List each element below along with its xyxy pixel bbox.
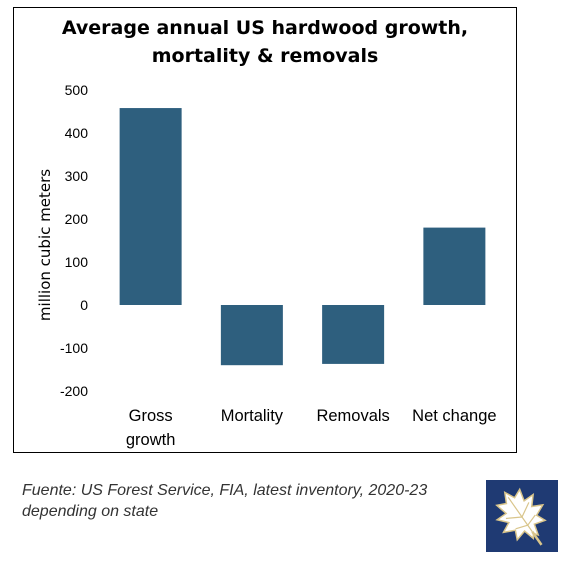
bars: [119, 108, 486, 366]
oak-leaf-icon: [486, 480, 558, 552]
y-tick-label: 0: [80, 297, 88, 313]
bar: [322, 305, 385, 364]
y-axis-ticks: 500 400 300 200 100 0 -100 -200: [60, 82, 88, 399]
y-tick-label: 100: [65, 254, 89, 270]
category-label: Removals: [316, 407, 389, 425]
category-label: Mortality: [221, 407, 284, 425]
y-tick-label: 200: [65, 211, 89, 227]
source-note-line-1: Fuente: US Forest Service, FIA, latest i…: [22, 482, 428, 499]
category-labels: Gross growth Mortality Removals Net change: [126, 407, 497, 449]
y-tick-label: 400: [65, 125, 89, 141]
category-label: Net change: [412, 407, 496, 425]
bar: [423, 227, 486, 305]
chart-title: Average annual US hardwood growth, morta…: [0, 14, 530, 70]
bar: [119, 108, 182, 305]
y-tick-label: 300: [65, 168, 89, 184]
chart-title-line-2: mortality & removals: [151, 45, 379, 67]
y-tick-label: -100: [60, 340, 88, 356]
category-label: Gross: [129, 407, 173, 425]
y-tick-label: -200: [60, 383, 88, 399]
y-axis-label: million cubic meters: [36, 169, 54, 321]
y-tick-label: 500: [65, 82, 89, 98]
chart-title-line-1: Average annual US hardwood growth,: [61, 17, 469, 39]
category-label: growth: [126, 431, 176, 449]
source-note-line-2: depending on state: [22, 503, 159, 520]
source-note: Fuente: US Forest Service, FIA, latest i…: [22, 480, 472, 522]
bar: [220, 305, 283, 366]
